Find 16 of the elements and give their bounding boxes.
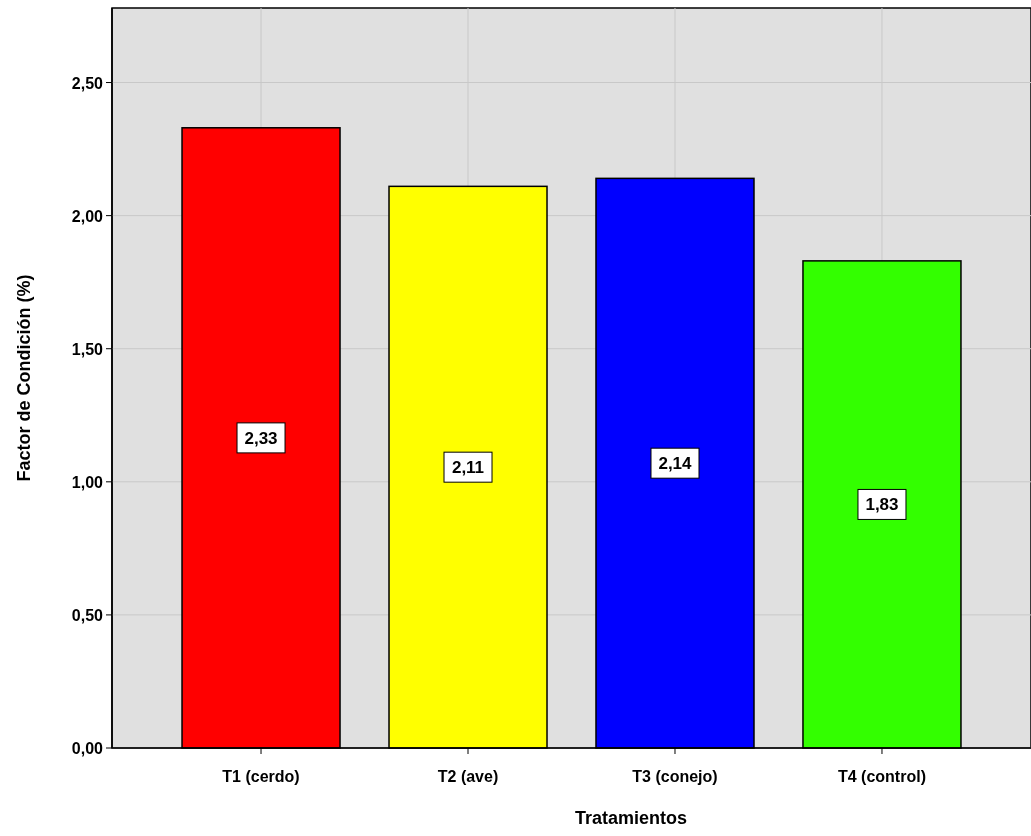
- y-tick-label: 0,50: [71, 606, 104, 624]
- y-tick-label: 0,00: [71, 740, 104, 757]
- x-axis-title: Tratamientos: [574, 808, 688, 828]
- data-label: 2,14: [658, 454, 693, 474]
- x-tick-label: T4 (control): [837, 768, 926, 785]
- y-tick-label: 1,50: [71, 340, 104, 358]
- data-label: 2,11: [451, 458, 485, 478]
- y-tick-label: 1,00: [71, 473, 104, 491]
- x-tick-label: T3 (conejo): [632, 768, 718, 785]
- y-tick-label: 2,00: [71, 207, 104, 225]
- data-label: 1,83: [865, 495, 899, 515]
- x-tick-label: T1 (cerdo): [222, 768, 300, 785]
- y-tick-label: 2,50: [71, 74, 104, 92]
- data-label: 2,33: [244, 428, 278, 448]
- y-axis-title: Factor de Condición (%): [14, 274, 34, 482]
- x-tick-label: T2 (ave): [437, 768, 499, 785]
